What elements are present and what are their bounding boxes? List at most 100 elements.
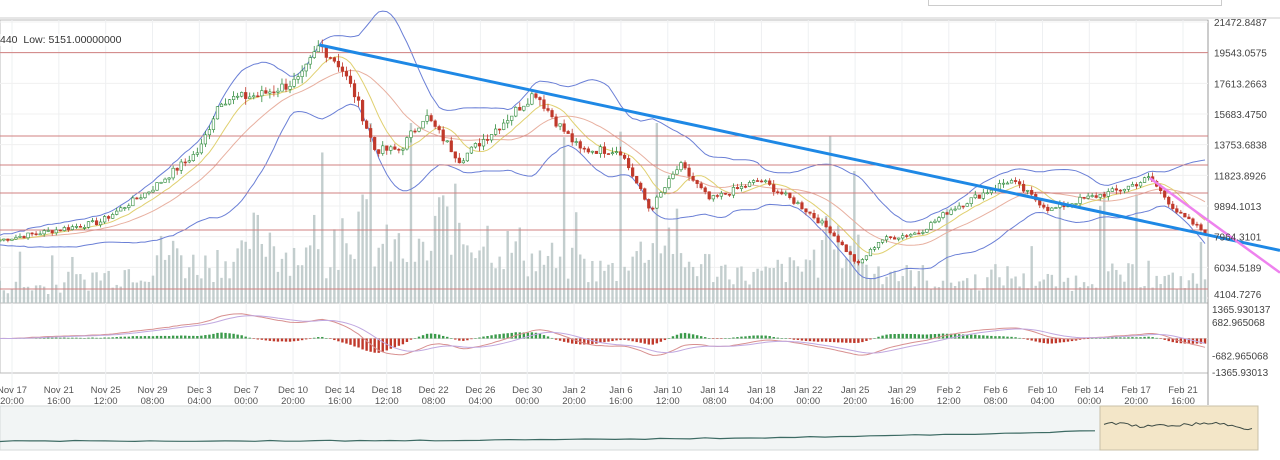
volume-bar — [558, 256, 562, 303]
volume-bar — [498, 256, 501, 303]
volume-bar — [651, 243, 655, 303]
macd-histogram-bar — [248, 337, 251, 339]
volume-bar — [0, 280, 2, 303]
volume-bar — [361, 194, 364, 303]
volume-bar — [566, 278, 570, 303]
macd-histogram-bar — [236, 334, 239, 339]
macd-histogram-bar — [760, 335, 763, 339]
candle — [1094, 195, 1098, 198]
volume-bar — [812, 249, 816, 303]
candle — [518, 107, 522, 111]
volume-bar — [909, 270, 912, 303]
volume-bar — [667, 227, 671, 303]
candle — [332, 57, 336, 62]
macd-histogram-bar — [107, 337, 110, 339]
candle — [50, 230, 54, 234]
volume-bar — [123, 270, 126, 303]
macd-histogram-bar — [603, 338, 606, 343]
candle — [288, 85, 292, 90]
volume-bar — [635, 251, 638, 303]
candle — [340, 66, 345, 72]
volume-bar — [95, 272, 98, 303]
volume-bar — [397, 233, 401, 303]
candle — [421, 120, 425, 129]
volume-bar — [10, 288, 14, 303]
candle — [465, 152, 469, 162]
macd-histogram-bar — [1070, 338, 1074, 342]
x-axis-label-time: 04:00 — [469, 396, 493, 407]
volume-bar — [933, 286, 937, 303]
volume-bar — [107, 270, 110, 303]
candle — [1122, 189, 1126, 192]
volume-bar — [913, 286, 917, 303]
volume-bar — [1175, 289, 1178, 303]
price-tick-label: 19543.0575 — [1214, 49, 1267, 60]
candle — [832, 232, 836, 237]
volume-bar — [6, 293, 10, 303]
search-box[interactable] — [928, 0, 1222, 6]
volume-bar — [462, 244, 465, 303]
macd-histogram-bar — [437, 334, 441, 339]
candle — [348, 75, 353, 84]
volume-bar — [220, 277, 223, 303]
macd-histogram-bar — [929, 334, 933, 339]
volume-bar — [99, 280, 102, 303]
candle — [175, 167, 179, 171]
volume-bar — [228, 278, 231, 303]
x-axis-label-time: 20:00 — [281, 396, 305, 407]
volume-bar — [1066, 277, 1070, 303]
x-axis-label-time: 16:00 — [47, 396, 71, 407]
volume-bar — [845, 258, 848, 303]
volume-bar — [603, 270, 606, 303]
x-axis-label-time: 08:00 — [703, 396, 727, 407]
volume-bar — [837, 225, 840, 303]
volume-bar — [925, 280, 929, 303]
navigator-selection-handle[interactable] — [1099, 405, 1259, 451]
volume-bar — [1139, 287, 1142, 303]
volume-bar — [752, 271, 755, 303]
macd-histogram-bar — [1086, 338, 1090, 339]
x-axis-label-time: 16:00 — [890, 396, 914, 407]
macd-tick-label: 1365.930137 — [1212, 305, 1271, 316]
volume-bar — [675, 208, 679, 303]
candle — [30, 232, 34, 235]
candle — [1130, 184, 1135, 187]
macd-histogram-bar — [808, 338, 812, 342]
low-label: Low: 5151.00000000 — [23, 34, 122, 46]
candle — [425, 115, 429, 122]
x-axis-label-time: 12:00 — [937, 396, 961, 407]
volume-bar — [159, 235, 163, 303]
x-axis-label-time: 20:00 — [562, 396, 586, 407]
candle — [393, 146, 397, 150]
volume-bar — [1171, 272, 1174, 303]
macd-histogram-bar — [1163, 338, 1166, 340]
macd-histogram-bar — [756, 335, 759, 339]
candle — [441, 129, 445, 142]
volume-bar — [204, 255, 207, 303]
candle — [735, 187, 740, 189]
macd-histogram-bar — [292, 338, 296, 342]
volume-bar — [91, 272, 94, 303]
candle — [256, 95, 260, 98]
volume-bar — [18, 251, 22, 303]
volume-bar — [599, 260, 602, 303]
candle — [248, 96, 252, 99]
volume-bar — [30, 290, 34, 303]
volume-bar — [308, 245, 312, 303]
candle — [433, 120, 437, 127]
volume-bar — [1034, 285, 1037, 303]
macd-histogram-bar — [897, 333, 900, 339]
macd-histogram-bar — [526, 332, 530, 339]
macd-line — [0, 313, 1206, 356]
candle — [816, 217, 820, 224]
macd-histogram-bar — [1155, 337, 1158, 339]
volume-bar — [1094, 287, 1098, 303]
macd-histogram-bar — [695, 335, 699, 339]
volume-bar — [446, 206, 449, 303]
volume-bar — [1099, 205, 1102, 303]
volume-bar — [643, 262, 646, 303]
candle — [268, 91, 272, 94]
candle — [590, 150, 594, 153]
